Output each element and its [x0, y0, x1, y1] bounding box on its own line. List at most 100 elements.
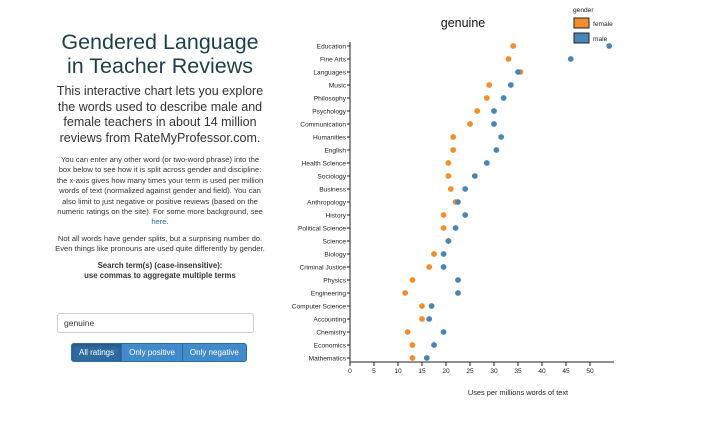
category-label: Sociology	[317, 173, 346, 180]
data-point-female	[404, 329, 411, 335]
data-point-female	[486, 82, 493, 88]
category-label: Anthropology	[307, 199, 347, 206]
data-point-male	[491, 108, 497, 114]
category-label: History	[325, 212, 346, 219]
search-label-line2: use commas to aggregate multiple terms	[84, 271, 236, 281]
data-point-male	[493, 147, 500, 153]
data-point-female	[426, 264, 433, 270]
data-point-male	[491, 121, 497, 127]
search-label: Search term(s) (case-insensitive): use co…	[55, 261, 265, 282]
data-point-female	[447, 186, 454, 192]
data-point-female	[450, 134, 457, 140]
category-label: Health Science	[302, 160, 347, 167]
category-label: Criminal Justice	[299, 264, 346, 271]
data-point-male	[440, 329, 447, 335]
x-axis-label: Uses per millions words of text	[468, 388, 568, 397]
data-point-female	[431, 251, 437, 257]
data-point-male	[440, 264, 447, 270]
data-point-male	[423, 355, 430, 361]
dot-chart: genuine gender female male Education Fine…	[292, 7, 614, 397]
x-tick-label: 45	[562, 368, 570, 375]
legend-swatch-female	[573, 17, 590, 29]
page-title: Gendered Language in Teacher Reviews	[61, 30, 259, 78]
data-point-male	[428, 303, 435, 309]
data-point-male	[462, 186, 469, 192]
x-tick-label: 20	[442, 368, 450, 375]
category-label: Fine Arts	[320, 56, 347, 63]
x-tick-label: 10	[394, 368, 402, 375]
legend-label-male: male	[593, 36, 608, 43]
data-point-male	[455, 290, 461, 296]
instructions-body: You can enter any other word (or two-wor…	[56, 155, 264, 217]
data-point-female	[409, 342, 416, 348]
data-points	[402, 43, 613, 361]
category-label: Computer Science	[292, 303, 347, 310]
data-point-female	[419, 303, 425, 309]
data-point-female	[445, 160, 452, 166]
data-point-male	[452, 225, 459, 231]
category-label: Business	[319, 186, 346, 193]
only-positive-button[interactable]: Only positive	[121, 343, 183, 362]
data-point-female	[402, 290, 409, 296]
category-label: Chemistry	[316, 329, 346, 336]
data-point-male	[515, 69, 521, 75]
all-ratings-button[interactable]: All ratings	[71, 343, 123, 362]
search-label-line1: Search term(s) (case-insensitive):	[97, 260, 223, 270]
category-label: Psychology	[312, 108, 346, 115]
data-point-female	[419, 316, 425, 322]
category-label: Science	[323, 238, 347, 245]
data-point-male	[507, 82, 514, 88]
category-label: Accounting	[313, 316, 346, 323]
x-tick-label: 5	[372, 368, 376, 375]
axes	[347, 42, 614, 366]
data-point-male	[498, 134, 505, 140]
data-point-female	[440, 225, 447, 231]
data-point-male	[567, 56, 574, 62]
data-point-female	[483, 95, 490, 101]
x-tick-label: 0	[348, 368, 352, 375]
legend: gender female male	[573, 7, 613, 44]
legend-swatch-male	[573, 32, 590, 44]
data-point-male	[445, 238, 452, 244]
data-point-female	[510, 43, 517, 49]
chart-title: genuine	[441, 16, 486, 30]
category-label: English	[324, 147, 346, 154]
data-point-male	[500, 95, 507, 101]
instructions-end: .	[166, 217, 169, 227]
search-input[interactable]	[57, 313, 254, 333]
legend-label-female: female	[593, 21, 613, 28]
data-point-female	[505, 56, 512, 62]
x-tick-labels: 0 5 10 15 20 25 30 35 40 45 50	[348, 368, 594, 375]
category-label: Languages	[313, 69, 346, 76]
category-label: Political Science	[298, 225, 346, 232]
x-tick-label: 30	[490, 368, 498, 375]
intro-panel: Gendered Language in Teacher Reviews Thi…	[55, 30, 265, 290]
legend-title: gender	[573, 7, 594, 14]
data-point-male	[455, 199, 461, 205]
category-label: Biology	[324, 251, 346, 258]
data-point-male	[426, 316, 433, 322]
category-label: Physics	[323, 277, 346, 284]
x-tick-label: 50	[586, 368, 594, 375]
category-label: Mathematics	[309, 355, 347, 362]
category-label: Music	[329, 82, 347, 89]
data-point-male	[471, 173, 478, 179]
instructions-text: You can enter any other word (or two-wor…	[55, 155, 265, 228]
data-point-male	[483, 160, 490, 166]
category-labels: Education Fine Arts Languages Music Philosop…	[292, 43, 347, 362]
x-tick-label: 25	[466, 368, 474, 375]
data-point-female	[467, 121, 473, 127]
x-tick-label: 15	[418, 368, 426, 375]
category-label: Economics	[314, 342, 347, 349]
x-tick-label: 35	[514, 368, 522, 375]
category-label: Engineering	[311, 290, 347, 297]
data-point-male	[606, 43, 613, 49]
data-point-female	[409, 355, 416, 361]
x-tick-label: 40	[538, 368, 546, 375]
data-point-male	[440, 251, 447, 257]
category-label: Education	[317, 43, 347, 50]
gender-note-text: Not all words have gender splits, but a …	[55, 233, 265, 254]
data-point-male	[431, 342, 437, 348]
only-negative-button[interactable]: Only negative	[181, 343, 247, 362]
background-link[interactable]: here	[151, 217, 167, 227]
